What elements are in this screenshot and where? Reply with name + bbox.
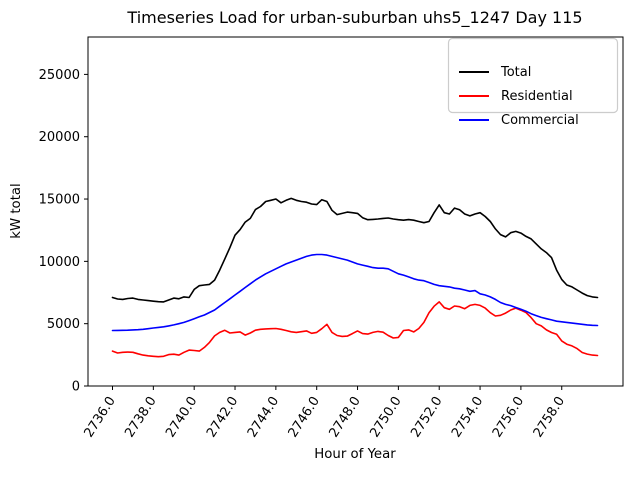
chart-title: Timeseries Load for urban-suburban uhs5_… (126, 8, 582, 28)
series-line-commercial (111, 253, 599, 332)
y-tick-label: 10000 (39, 255, 80, 270)
y-tick-label: 25000 (39, 68, 80, 83)
y-tick-label: 15000 (39, 193, 80, 208)
y-tick-label: 0 (72, 380, 80, 395)
plot-frame (87, 36, 624, 387)
x-axis-label: Hour of Year (314, 447, 396, 462)
series-lines (111, 197, 599, 358)
legend-label-commercial: Commercial (501, 113, 579, 128)
legend-box (447, 37, 619, 114)
y-tick-label: 5000 (47, 317, 80, 332)
series-line-total (111, 197, 599, 303)
y-axis-ticks: 0 5000 10000 15000 20000 25000 (39, 68, 88, 395)
legend-label-residential: Residential (501, 89, 573, 104)
legend-label-total: Total (500, 65, 531, 80)
y-tick-label: 20000 (39, 130, 80, 145)
y-axis-label: kW total (9, 183, 24, 238)
legend: Total Residential Commercial (447, 37, 619, 128)
